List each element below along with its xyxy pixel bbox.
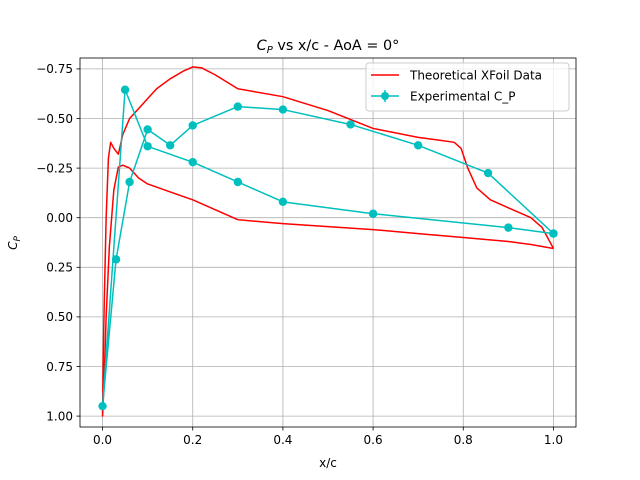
y-tick-label: −0.25	[36, 161, 73, 175]
chart-title: CP vs x/c - AoA = 0°	[257, 38, 400, 56]
axes-frame	[79, 57, 577, 428]
data-point-experimental	[111, 255, 121, 264]
y-tick-label: −0.75	[36, 62, 73, 76]
x-tick-label: 0.4	[273, 433, 292, 447]
data-point-experimental	[188, 121, 197, 130]
data-point-experimental	[120, 85, 130, 94]
data-point-experimental	[233, 177, 243, 187]
y-tick-label: −0.50	[36, 112, 73, 126]
y-tick-label: 1.00	[46, 409, 73, 423]
data-point-experimental	[278, 197, 288, 207]
y-axis-label: CP	[6, 236, 23, 250]
data-point-experimental	[165, 141, 175, 150]
data-point-experimental	[278, 105, 288, 114]
x-tick-label: 0.2	[183, 433, 202, 447]
data-point-experimental	[549, 229, 558, 238]
data-point-experimental	[504, 223, 513, 232]
legend-box	[365, 62, 570, 112]
data-point-experimental	[143, 125, 152, 134]
x-tick-label: 0.0	[93, 433, 112, 447]
title-text: vs x/c - AoA = 0°	[273, 38, 400, 54]
title-subscript: P	[267, 45, 274, 56]
grid	[80, 58, 576, 427]
y-ticks: −0.75 −0.50 −0.25 0.00 0.25 0.50 0.75 1.00	[36, 62, 80, 423]
legend: Theoretical XFoil Data Experimental C_P	[365, 62, 570, 112]
x-tick-label: 1.0	[544, 433, 563, 447]
y-tick-label: 0.25	[46, 261, 73, 275]
data-point-experimental	[413, 141, 423, 150]
data-point-experimental	[188, 157, 197, 167]
x-tick-label: 0.8	[454, 433, 473, 447]
legend-label-theoretical: Theoretical XFoil Data	[409, 69, 542, 83]
title-symbol: C	[257, 38, 267, 54]
series-line-experimental	[101, 88, 554, 407]
data-point-experimental	[233, 102, 243, 111]
legend-label-experimental: Experimental C_P	[410, 90, 515, 104]
x-tick-label: 0.6	[364, 433, 383, 447]
y-label-subscript: P	[13, 236, 23, 242]
y-tick-label: 0.50	[46, 310, 73, 324]
y-tick-label: 0.00	[46, 211, 73, 225]
series-layer	[98, 66, 558, 417]
data-point-experimental	[483, 168, 493, 178]
data-point-experimental	[368, 209, 378, 218]
x-axis-label: x/c	[319, 456, 337, 470]
series-line-theoretical	[101, 66, 555, 417]
data-point-experimental	[346, 120, 355, 129]
data-point-experimental	[143, 142, 152, 151]
y-label-symbol: C	[6, 241, 20, 250]
legend-marker-experimental	[381, 92, 389, 100]
data-point-experimental	[98, 401, 107, 411]
y-tick-label: 0.75	[46, 360, 73, 374]
x-ticks: 0.0 0.2 0.4 0.6 0.8 1.0	[93, 427, 563, 447]
data-point-experimental	[125, 177, 134, 187]
